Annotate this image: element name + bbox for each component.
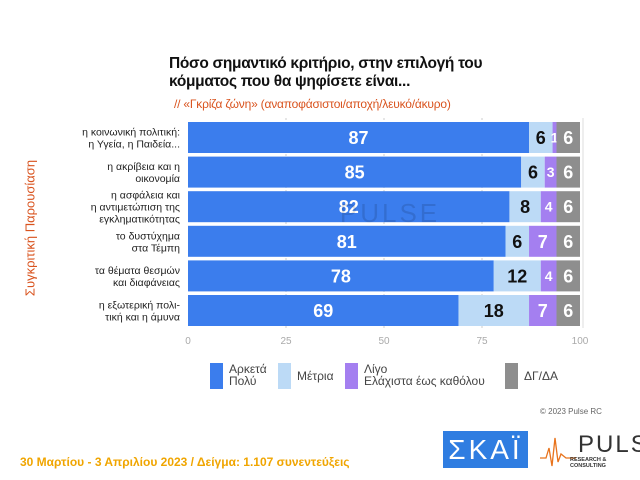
data-label: 4 bbox=[545, 199, 553, 215]
data-label: 6 bbox=[528, 163, 538, 183]
data-label: 7 bbox=[538, 301, 548, 321]
data-label: 3 bbox=[547, 164, 555, 180]
data-label: 6 bbox=[563, 232, 573, 252]
bar-segment bbox=[556, 295, 580, 326]
bar-segment bbox=[556, 260, 580, 292]
bar-segment bbox=[188, 122, 530, 153]
pulse-logo: PULSE bbox=[578, 431, 640, 458]
bar-segment bbox=[505, 225, 530, 257]
bar-segment bbox=[188, 225, 506, 257]
bar-segment bbox=[556, 122, 580, 153]
bar-segment bbox=[188, 260, 494, 292]
data-label: 6 bbox=[512, 232, 522, 252]
data-label: 12 bbox=[507, 266, 527, 286]
data-label: 1 bbox=[551, 130, 559, 146]
category-label: η ασφάλεια και bbox=[111, 190, 181, 202]
category-label: οικονομία bbox=[135, 173, 180, 185]
data-label: 6 bbox=[563, 128, 573, 148]
bar-segment bbox=[540, 191, 557, 223]
chart-subtitle: // «Γκρίζα ζώνη» (αναποφάσιστοι/αποχή/λε… bbox=[174, 97, 451, 111]
data-label: 4 bbox=[545, 268, 553, 284]
category-label: η αντιμετώπιση της bbox=[91, 202, 180, 214]
data-label: 82 bbox=[339, 197, 359, 217]
data-label: 18 bbox=[484, 301, 504, 321]
bar-segment bbox=[509, 191, 541, 223]
category-label: στα Τέμπη bbox=[132, 242, 181, 254]
category-label: εγκληματικότητας bbox=[99, 214, 180, 226]
category-label: η ακρίβεια και η bbox=[107, 161, 180, 173]
legend-label: Αρκετά Πολύ bbox=[229, 362, 267, 388]
category-label: η κοινωνική πολιτική: bbox=[82, 127, 180, 139]
x-tick-label: 75 bbox=[476, 336, 488, 347]
pulse-logo-subtitle: RESEARCH & CONSULTING bbox=[570, 457, 607, 469]
bar-segment bbox=[521, 156, 545, 188]
category-label: η Υγεία, η Παιδεία... bbox=[88, 139, 180, 151]
category-label: η εξωτερική πολι- bbox=[99, 300, 181, 312]
category-label: το δυστύχημα bbox=[116, 230, 180, 242]
stacked-bar-chart: 0 25 50 75 100 η κοινωνική πολιτική:η Υγεία, … bbox=[82, 118, 589, 347]
x-tick-label: 0 bbox=[185, 336, 191, 347]
bar-segment bbox=[544, 156, 557, 188]
x-tick-label: 50 bbox=[378, 336, 390, 347]
bar-segment bbox=[556, 156, 580, 188]
skai-logo: ΣΚΑΪ bbox=[443, 431, 528, 468]
bar-segment bbox=[493, 260, 541, 292]
data-label: 6 bbox=[563, 197, 573, 217]
x-tick-label: 100 bbox=[572, 336, 589, 347]
watermark: PULSE bbox=[340, 198, 440, 228]
data-label: 81 bbox=[337, 232, 357, 252]
bar-segment bbox=[552, 122, 557, 153]
bar-segment bbox=[529, 122, 553, 153]
bar-segment bbox=[188, 156, 522, 188]
category-label: τα θέματα θεσμών bbox=[95, 265, 180, 277]
legend-swatch bbox=[210, 363, 223, 389]
bar-segment bbox=[529, 295, 557, 326]
legend-swatch bbox=[345, 363, 358, 389]
data-label: 6 bbox=[563, 301, 573, 321]
legend-label: Λίγο Ελάχιστα έως καθόλου bbox=[364, 362, 485, 388]
legend-label: ΔΓ/ΔΑ bbox=[524, 369, 558, 383]
footer-survey-info: 30 Μαρτίου - 3 Απριλίου 2023 / Δείγμα: 1… bbox=[20, 455, 350, 469]
legend-swatch bbox=[278, 363, 291, 389]
pulse-logo-wave-icon bbox=[540, 437, 576, 467]
data-label: 6 bbox=[563, 163, 573, 183]
bar-segment bbox=[458, 295, 530, 326]
bar-segment bbox=[540, 260, 557, 292]
category-label: και διαφάνειας bbox=[113, 277, 180, 289]
data-label: 85 bbox=[345, 163, 365, 183]
bar-segment bbox=[188, 295, 459, 326]
copyright: © 2023 Pulse RC bbox=[540, 407, 602, 416]
bar-segment bbox=[188, 191, 510, 223]
bar-segment bbox=[529, 225, 557, 257]
bar-segment bbox=[556, 191, 580, 223]
category-label: τική και η άμυνα bbox=[105, 312, 180, 324]
data-label: 78 bbox=[331, 266, 351, 286]
legend-swatch bbox=[505, 363, 518, 389]
data-label: 8 bbox=[520, 197, 530, 217]
data-label: 7 bbox=[538, 232, 548, 252]
data-label: 6 bbox=[563, 266, 573, 286]
data-label: 87 bbox=[349, 128, 369, 148]
bar-segment bbox=[556, 225, 580, 257]
data-label: 69 bbox=[313, 301, 333, 321]
x-tick-label: 25 bbox=[280, 336, 292, 347]
legend-label: Μέτρια bbox=[297, 369, 334, 383]
data-label: 6 bbox=[536, 128, 546, 148]
chart-title: Πόσο σημαντικό κριτήριο, στην επιλογή το… bbox=[169, 55, 483, 90]
